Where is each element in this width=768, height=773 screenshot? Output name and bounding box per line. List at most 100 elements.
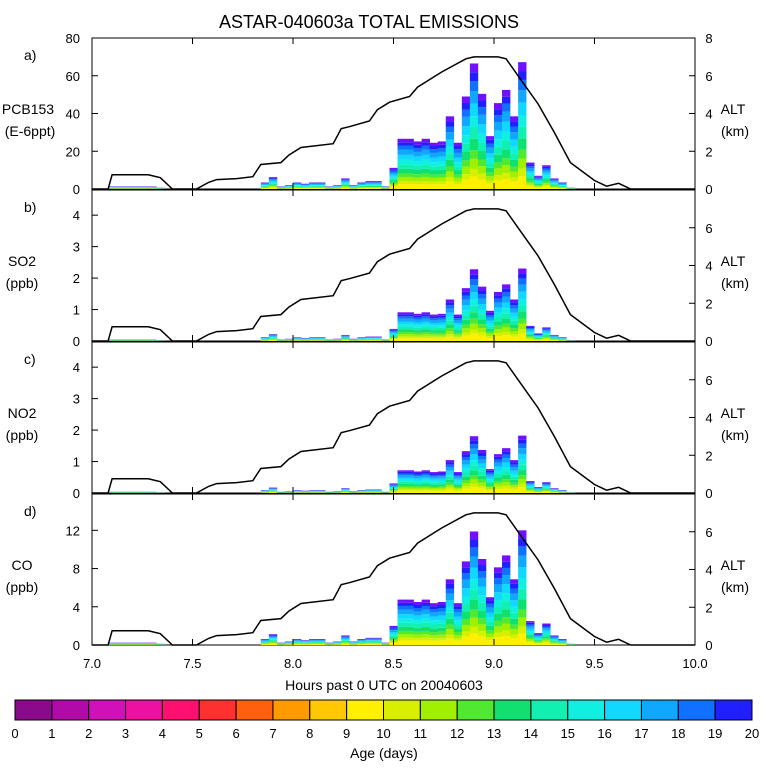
age-band-segment [526,492,534,493]
age-band-segment [446,467,454,470]
age-band-segment [373,183,381,184]
age-band-segment [430,146,438,149]
age-band-segment [422,160,430,165]
age-band-segment [446,132,454,139]
age-band-segment [357,641,365,642]
age-band-segment [518,448,526,454]
age-band-segment [486,329,494,332]
age-band-segment [446,619,454,625]
colorbar-segment [420,700,457,720]
alt-label: ALT [721,101,746,117]
age-band-segment [422,164,430,169]
age-band-segment [526,339,534,341]
age-band-segment [542,484,550,485]
age-band-segment [486,313,494,315]
age-band-segment [510,474,518,477]
age-band-segment [430,621,438,625]
age-band-segment [478,450,486,453]
age-band-segment [293,642,301,643]
colorbar-segment [494,700,531,720]
age-band-segment [454,330,462,332]
age-band-segment [293,186,301,187]
age-band-segment [269,639,277,640]
age-band-segment [510,613,518,619]
age-band-segment [398,475,406,477]
age-band-segment [534,339,542,340]
age-band-segment [502,636,510,645]
age-band-segment [470,159,478,169]
age-band-segment [398,486,406,488]
age-band-segment [438,482,446,484]
age-band-segment [526,329,534,331]
age-band-segment [357,188,365,189]
age-band-segment [422,470,430,472]
age-band-segment [438,316,446,318]
age-band-segment [518,609,526,617]
age-band-segment [454,474,462,475]
colorbar-tick-label: 10 [376,726,390,741]
age-band-segment [462,135,470,143]
colorbar-tick-label: 14 [524,726,538,741]
age-band-segment [526,635,534,637]
age-band-segment [470,610,478,618]
age-band-segment [494,175,502,180]
age-band-segment [486,153,494,158]
age-band-segment [373,188,381,189]
age-band-segment [494,626,502,632]
age-band-segment [422,614,430,619]
age-band-segment [398,316,406,318]
age-band-segment [454,326,462,328]
age-band-segment [430,333,438,335]
age-band-segment [261,641,269,642]
age-band-segment [269,336,277,337]
age-band-segment [558,640,566,641]
age-band-segment [502,471,510,475]
age-band-segment [414,148,422,152]
age-band-segment [341,636,349,637]
age-band-segment [526,639,534,641]
colorbar-tick-label: 11 [414,726,428,741]
age-band-segment [510,177,518,181]
age-band-segment [454,158,462,163]
age-band-segment [486,626,494,630]
age-band-segment [398,488,406,490]
age-band-segment [446,305,454,308]
age-band-segment [309,186,317,187]
age-band-segment [510,485,518,488]
age-band-segment [438,166,446,170]
age-band-segment [558,184,566,185]
age-band-segment [502,323,510,327]
age-band-segment [414,141,422,144]
age-band-segment [357,184,365,185]
age-band-segment [470,299,478,305]
age-band-segment [542,485,550,486]
age-band-segment [406,316,414,318]
age-band-segment [502,313,510,318]
age-band-segment [526,623,534,625]
age-band-segment [510,629,518,634]
age-band-segment [422,600,430,603]
age-band-segment [534,641,542,642]
age-band-segment [373,642,381,643]
age-band-segment [534,183,542,184]
age-band-segment [269,489,277,490]
age-band-segment [341,180,349,181]
y-tick-label: 3 [73,240,80,255]
age-band-segment [430,316,438,318]
age-band-segment [430,609,438,612]
y-tick-label: 0 [73,486,80,501]
age-band-segment [494,457,502,460]
age-band-segment [446,334,454,336]
age-band-segment [478,559,486,565]
age-band-segment [518,546,526,555]
age-band-segment [478,319,486,324]
y-tick-label: 4 [73,360,80,375]
age-band-segment [454,333,462,335]
age-band-segment [534,490,542,491]
age-band-segment [542,187,550,189]
age-band-segment [478,166,486,174]
age-band-segment [502,90,510,97]
age-band-segment [373,639,381,640]
age-band-segment [502,132,510,141]
age-band-segment [534,176,542,177]
